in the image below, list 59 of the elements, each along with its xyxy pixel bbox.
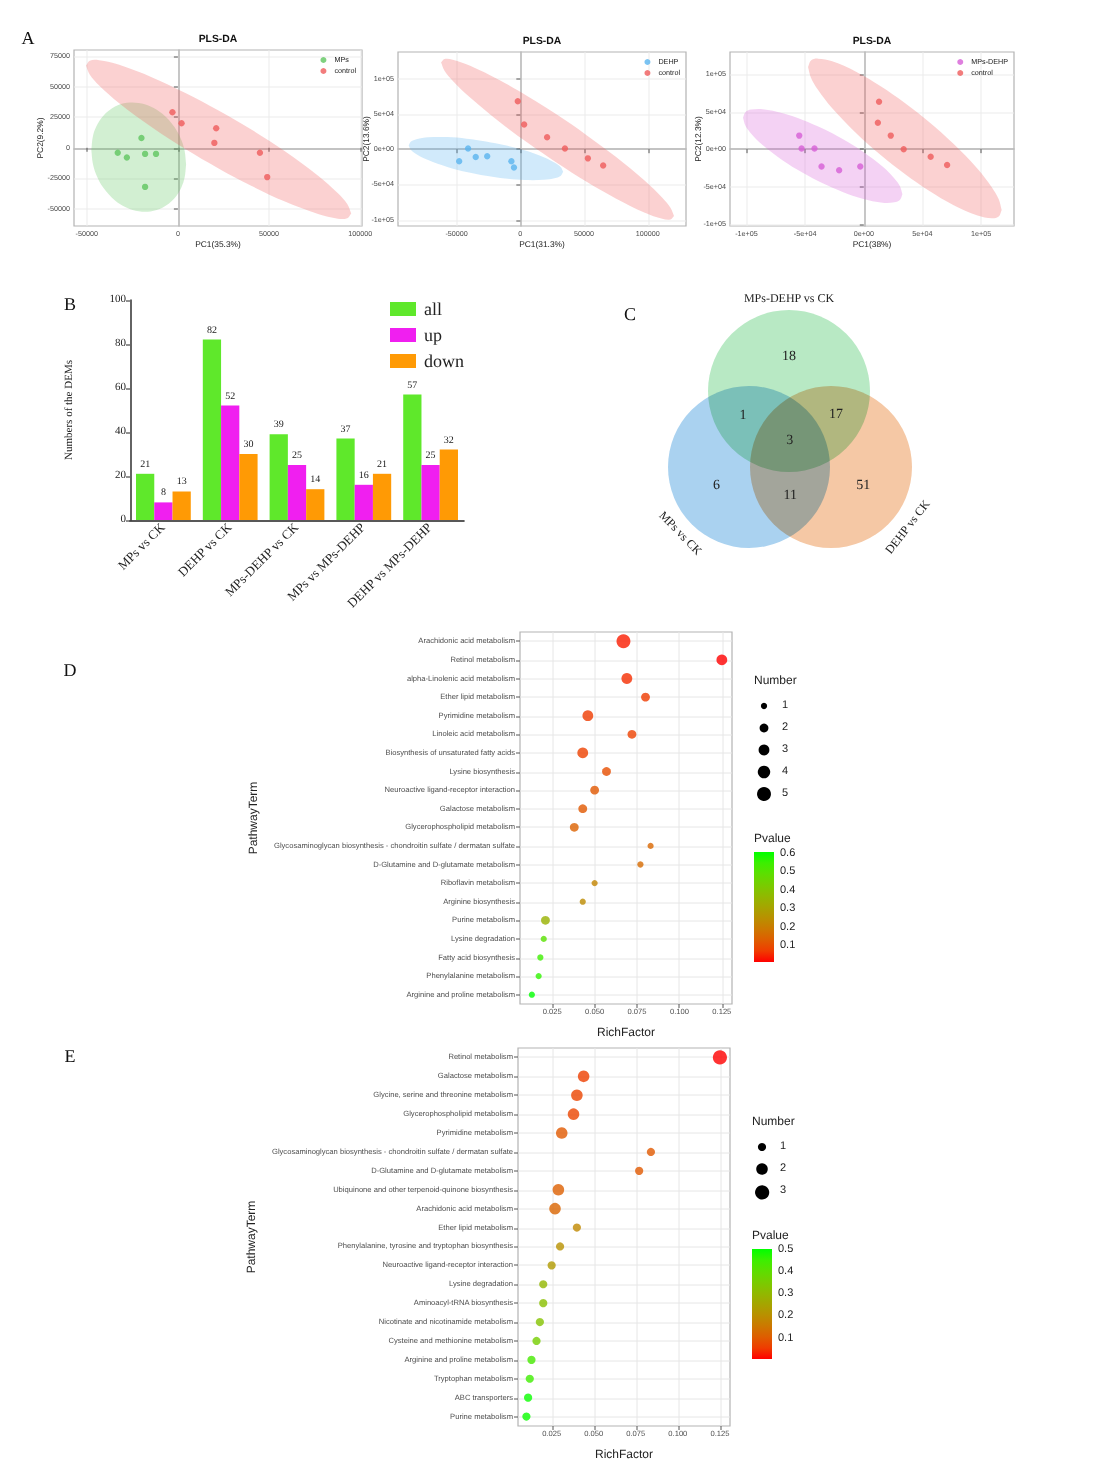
bar bbox=[172, 491, 191, 520]
point bbox=[599, 162, 607, 169]
bar bbox=[421, 465, 440, 520]
bar bbox=[287, 465, 307, 520]
legend-label: all bbox=[424, 299, 443, 319]
point bbox=[857, 163, 864, 170]
point bbox=[584, 155, 592, 162]
text: C bbox=[623, 304, 637, 324]
bar bbox=[306, 489, 325, 520]
point bbox=[818, 163, 825, 170]
bar bbox=[439, 449, 458, 520]
bar bbox=[354, 484, 373, 520]
bar bbox=[336, 438, 355, 520]
point bbox=[510, 164, 518, 171]
point bbox=[508, 157, 515, 165]
point bbox=[875, 98, 883, 105]
point bbox=[169, 109, 176, 116]
point bbox=[464, 145, 472, 152]
text: D bbox=[63, 660, 78, 680]
point bbox=[943, 161, 951, 169]
point bbox=[212, 125, 220, 132]
point bbox=[472, 153, 479, 161]
point bbox=[811, 145, 818, 152]
point bbox=[114, 149, 121, 156]
bar bbox=[372, 473, 392, 520]
point bbox=[796, 132, 803, 139]
bar bbox=[403, 394, 422, 520]
point bbox=[211, 139, 218, 147]
point bbox=[835, 167, 843, 174]
point bbox=[900, 145, 907, 153]
legend-label: up bbox=[424, 325, 443, 345]
point bbox=[178, 120, 185, 127]
bar bbox=[221, 405, 240, 520]
bar bbox=[202, 339, 222, 520]
point bbox=[561, 145, 569, 152]
bar bbox=[136, 473, 155, 520]
point bbox=[887, 132, 894, 139]
point bbox=[520, 121, 528, 128]
bar bbox=[154, 502, 173, 520]
point bbox=[152, 150, 160, 158]
point bbox=[455, 157, 463, 165]
legend-label: down bbox=[424, 351, 465, 371]
bar bbox=[239, 454, 258, 520]
text: E bbox=[64, 1046, 77, 1066]
text: A bbox=[21, 28, 36, 48]
point bbox=[514, 98, 521, 105]
text: B bbox=[63, 294, 77, 314]
point bbox=[138, 134, 145, 142]
point bbox=[141, 150, 149, 158]
point bbox=[256, 149, 264, 156]
bar bbox=[269, 434, 288, 520]
point bbox=[484, 153, 491, 160]
point bbox=[543, 134, 551, 141]
point bbox=[123, 154, 131, 161]
point bbox=[874, 119, 882, 126]
point bbox=[798, 145, 805, 152]
point bbox=[927, 153, 934, 160]
point bbox=[264, 173, 271, 181]
point bbox=[141, 183, 149, 191]
